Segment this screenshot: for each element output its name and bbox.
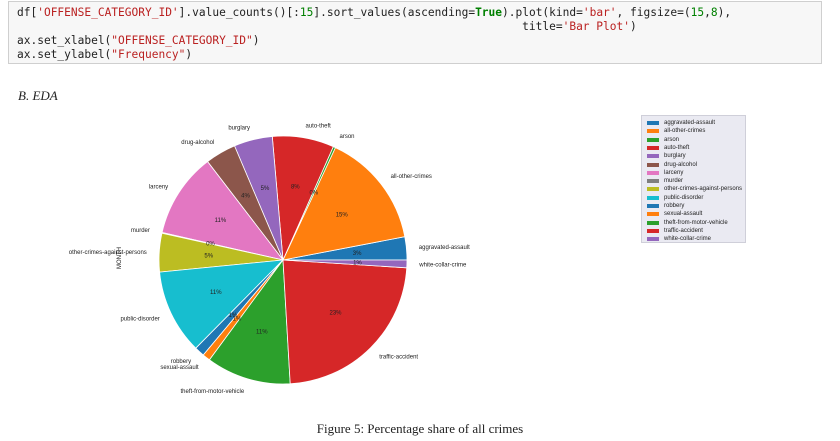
pie-category-labels: aggravated-assault all-other-crimes arson a… bbox=[69, 124, 470, 395]
pie-chart: 3%15%0%8%5%4%11%0%5%11%1%1%11%23%1% aggr… bbox=[69, 124, 470, 395]
pie-slice-white-collar-crime bbox=[282, 259, 408, 269]
code-line-1: df['OFFENSE_CATEGORY_ID'].value_counts()… bbox=[17, 6, 732, 19]
pie-category-label-public-disorder: public-disorder bbox=[120, 317, 159, 323]
pie-category-label-all-other-crimes: all-other-crimes bbox=[391, 174, 432, 180]
pie-percent-label-arson: 0% bbox=[309, 190, 318, 196]
pie-category-label-white-collar-crime: white-collar-crime bbox=[418, 262, 467, 268]
legend-item-robbery: robbery bbox=[647, 202, 684, 210]
pie-percent-label-all-other-crimes: 15% bbox=[336, 212, 349, 218]
legend-item-public-disorder: public-disorder bbox=[647, 194, 703, 202]
legend-item-murder: murder bbox=[647, 177, 683, 185]
legend-item-white-collar-crime: white-collar-crime bbox=[647, 235, 711, 243]
legend-item-theft-from-motor-vehicle: theft-from-motor-vehicle bbox=[647, 219, 728, 227]
legend-label: larceny bbox=[664, 169, 684, 176]
pie-slice-larceny bbox=[161, 161, 284, 261]
pie-slice-all-other-crimes bbox=[282, 147, 406, 261]
legend-label: sexual-assault bbox=[664, 211, 703, 218]
y-axis-label: MONTH bbox=[117, 247, 123, 269]
legend-swatch bbox=[647, 212, 659, 217]
legend-label: robbery bbox=[664, 203, 685, 209]
pie-percent-label-theft-from-motor-vehicle: 11% bbox=[256, 329, 268, 335]
legend-item-sexual-assault: sexual-assault bbox=[647, 210, 702, 218]
legend-item-traffic-accident: traffic-accident bbox=[647, 227, 703, 235]
pie-percent-label-traffic-accident: 23% bbox=[329, 311, 342, 317]
code-cell[interactable]: df['OFFENSE_CATEGORY_ID'].value_counts()… bbox=[8, 1, 822, 64]
pie-percent-label-sexual-assault: 1% bbox=[233, 317, 242, 323]
pie-category-label-traffic-accident: traffic-accident bbox=[379, 355, 418, 361]
legend-swatch bbox=[647, 220, 659, 225]
figure-caption: Figure 5: Percentage share of all crimes bbox=[316, 421, 524, 436]
pie-percent-label-white-collar-crime: 1% bbox=[353, 260, 362, 266]
pie-category-label-larceny: larceny bbox=[149, 184, 168, 190]
pie-percent-label-larceny: 11% bbox=[215, 218, 227, 224]
legend-item-larceny: larceny bbox=[647, 169, 683, 177]
legend-label: drug-alcohol bbox=[664, 161, 698, 168]
pie-slices bbox=[158, 135, 408, 385]
legend-label: public-disorder bbox=[664, 194, 704, 201]
code-line-2: title='Bar Plot') bbox=[522, 20, 637, 33]
legend-label: arson bbox=[664, 136, 680, 143]
legend-item-arson: arson bbox=[647, 136, 679, 144]
legend-label: aggravated-assault bbox=[664, 120, 716, 126]
legend-label: all-other-crimes bbox=[664, 128, 706, 135]
chart-legend: aggravated-assault all-other-crimes arson a… bbox=[641, 115, 746, 243]
pie-slice-public-disorder bbox=[159, 259, 285, 349]
pie-category-label-arson: arson bbox=[340, 134, 355, 140]
legend-swatch bbox=[647, 137, 659, 142]
legend-swatch bbox=[647, 179, 659, 184]
legend-swatch bbox=[647, 187, 659, 192]
legend-swatch bbox=[647, 145, 659, 150]
legend-label: murder bbox=[664, 178, 684, 185]
pie-category-label-murder: murder bbox=[131, 228, 150, 234]
legend-label: burglary bbox=[664, 153, 686, 160]
legend-swatch bbox=[647, 204, 659, 208]
legend-item-auto-theft: auto-theft bbox=[647, 144, 689, 152]
pie-slice-traffic-accident bbox=[282, 259, 408, 385]
legend-item-all-other-crimes: all-other-crimes bbox=[647, 127, 705, 135]
legend-swatch bbox=[647, 162, 659, 167]
legend-swatch bbox=[647, 228, 659, 233]
legend-swatch bbox=[647, 195, 659, 200]
legend-label: other-crimes-against-persons bbox=[664, 186, 743, 193]
pie-category-label-robbery: robbery bbox=[171, 359, 191, 365]
pie-percent-label-aggravated-assault: 3% bbox=[353, 251, 362, 257]
legend-label: theft-from-motor-vehicle bbox=[664, 219, 728, 226]
legend-label: traffic-accident bbox=[664, 227, 703, 234]
pie-category-label-burglary: burglary bbox=[228, 126, 250, 132]
pie-slice-theft-from-motor-vehicle bbox=[208, 258, 291, 385]
pie-category-label-aggravated-assault: aggravated-assault bbox=[419, 245, 470, 251]
pie-percent-label-robbery: 1% bbox=[229, 313, 238, 319]
legend-item-other-crimes-against-persons: other-crimes-against-persons bbox=[647, 185, 742, 193]
legend-swatch bbox=[647, 170, 659, 175]
legend-swatch bbox=[647, 121, 659, 125]
pie-percent-label-public-disorder: 11% bbox=[210, 290, 222, 296]
code-line-3: ax.set_xlabel("OFFENSE_CATEGORY_ID") bbox=[17, 34, 260, 47]
pie-percent-labels: 3%15%0%8%5%4%11%0%5%11%1%1%11%23%1% bbox=[204, 185, 362, 336]
pie-category-label-other-crimes-against-persons: other-crimes-against-persons bbox=[69, 250, 147, 256]
code-line-4: ax.set_ylabel("Frequency") bbox=[17, 48, 193, 61]
legend-label: auto-theft bbox=[664, 144, 690, 151]
section-heading: B. EDA bbox=[18, 88, 58, 103]
legend-swatch bbox=[647, 129, 659, 134]
pie-percent-label-murder: 0% bbox=[206, 242, 215, 248]
pie-category-label-sexual-assault: sexual-assault bbox=[160, 365, 199, 371]
pie-percent-label-burglary: 5% bbox=[261, 186, 270, 192]
pie-category-label-theft-from-motor-vehicle: theft-from-motor-vehicle bbox=[181, 389, 245, 395]
legend-label: white-collar-crime bbox=[664, 236, 712, 243]
legend-item-aggravated-assault: aggravated-assault bbox=[647, 119, 715, 127]
legend-swatch bbox=[647, 154, 659, 159]
legend-item-drug-alcohol: drug-alcohol bbox=[647, 161, 697, 169]
legend-item-burglary: burglary bbox=[647, 152, 686, 160]
pie-percent-label-drug-alcohol: 4% bbox=[241, 194, 250, 200]
pie-percent-label-other-crimes-against-persons: 5% bbox=[204, 254, 213, 260]
pie-category-label-drug-alcohol: drug-alcohol bbox=[181, 140, 214, 146]
legend-swatch bbox=[647, 237, 659, 242]
pie-category-label-auto-theft: auto-theft bbox=[306, 124, 332, 130]
pie-percent-label-auto-theft: 8% bbox=[291, 185, 300, 191]
